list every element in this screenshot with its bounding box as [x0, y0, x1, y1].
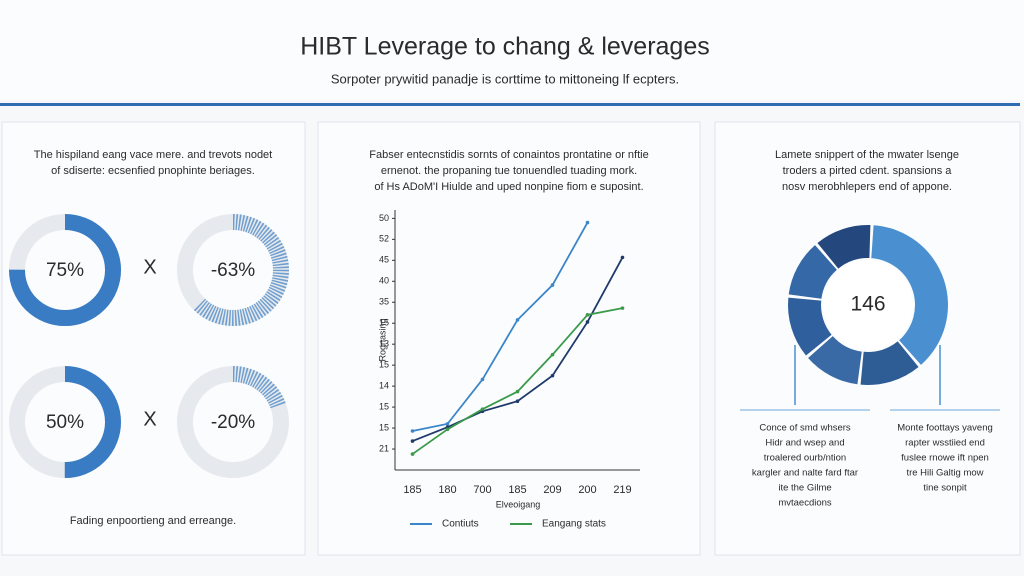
donut-segment	[788, 245, 837, 299]
note-text: rapter wsstiied end	[905, 438, 985, 449]
donut-label: -20%	[211, 412, 255, 433]
point	[515, 318, 520, 322]
panel-text: troders a pirted cdent. spansions a	[783, 165, 953, 177]
point	[445, 427, 450, 432]
donut-label: -63%	[211, 260, 255, 281]
donut-segment	[817, 224, 871, 269]
legend-label: Eangang stats	[542, 519, 606, 530]
x-axis-label: Elveoigang	[496, 499, 541, 509]
center-label: 146	[850, 293, 885, 316]
point	[445, 422, 450, 426]
panel-footer: Fading enpoortieng and erreange.	[70, 515, 236, 527]
legend-label: Contiuts	[442, 519, 479, 530]
y-tick-label: 50	[379, 213, 389, 223]
y-tick-label: 21	[379, 443, 389, 453]
y-tick-label: 14	[379, 381, 389, 391]
x-tick-label: 219	[613, 484, 631, 496]
point	[585, 320, 590, 324]
operator: X	[143, 408, 156, 430]
y-tick-label: 35	[379, 297, 389, 307]
subtitle: Sorpoter prywitid panadje is corttime to…	[331, 71, 679, 86]
note-text: troalered ourb/ntion	[764, 453, 846, 464]
x-tick-label: 200	[578, 484, 596, 496]
note-text: tine sonpit	[923, 483, 967, 494]
x-tick-label: 700	[473, 484, 491, 496]
y-tick-label: 45	[379, 255, 389, 265]
point	[550, 352, 555, 357]
line-series	[412, 222, 589, 432]
x-tick-label: 209	[543, 484, 561, 496]
x-tick-label: 185	[508, 484, 526, 496]
y-tick-label: 52	[379, 234, 389, 244]
y-tick-label: 15	[379, 422, 389, 432]
donut-segment	[871, 225, 948, 365]
panel	[1, 121, 306, 556]
donut-segment	[808, 336, 862, 385]
y-tick-label: 15	[379, 360, 389, 370]
note-text: kargler and nalte fard ftar	[752, 468, 858, 479]
point	[480, 407, 485, 411]
y-tick-label: 15	[379, 401, 389, 411]
note-text: mvtaecdions	[778, 498, 832, 509]
header-bg	[0, 0, 1024, 100]
point	[585, 220, 590, 225]
panel-text: Lamete snippert of the mwater lsenge	[775, 149, 959, 161]
header-rule	[0, 103, 1020, 106]
note-text: Hidr and wsep and	[765, 438, 844, 449]
y-axis-label: Rognasing	[377, 318, 387, 361]
panel-text: of Hs ADoM'I Hiulde and uped nonpine fio…	[374, 181, 643, 193]
point	[550, 283, 555, 287]
donut-label: 50%	[46, 412, 84, 433]
panel-text: ernenot. the propaning tue tonuendled tu…	[381, 165, 637, 177]
title: HIBT Leverage to chang & leverages	[300, 33, 710, 61]
panel-text: Fabser entecnstidis sornts of conaintos …	[369, 149, 648, 161]
note-text: fuslee rnowe ift npen	[901, 453, 989, 464]
donut-segment	[788, 297, 832, 356]
point	[550, 373, 555, 378]
y-tick-label: 13	[379, 339, 389, 349]
note-text: ite the Gilme	[778, 483, 831, 494]
point	[585, 313, 590, 317]
point	[620, 255, 625, 260]
donut-hole	[823, 260, 913, 350]
note-text: Monte foottays yaveng	[897, 423, 993, 434]
panel-text: The hispiland eang vace mere. and trevot…	[34, 149, 272, 161]
x-tick-label: 185	[403, 484, 421, 496]
donut-arc	[9, 366, 121, 478]
panel-text: of sdiserte: ecsenfied pnophinte beriage…	[51, 165, 255, 177]
donut-arc	[177, 366, 289, 478]
point	[620, 306, 625, 310]
point	[410, 452, 415, 456]
point	[410, 429, 415, 433]
note-text: tre Hili Galtig mow	[906, 468, 983, 479]
y-tick-label: 15	[379, 318, 389, 328]
point	[480, 377, 485, 382]
point	[410, 439, 415, 443]
x-tick-label: 180	[438, 484, 456, 496]
panel	[317, 121, 701, 556]
donut-label: 75%	[46, 260, 84, 281]
donut-segment	[860, 341, 919, 386]
point	[515, 399, 520, 404]
point	[515, 389, 520, 394]
y-tick-label: 40	[379, 276, 389, 286]
note-text: Conce of smd whsers	[759, 423, 851, 434]
donut-arc	[177, 214, 289, 326]
panel-text: nosv merobhlepers end of appone.	[782, 181, 952, 193]
donut-arc	[9, 214, 121, 326]
operator: X	[143, 256, 156, 278]
